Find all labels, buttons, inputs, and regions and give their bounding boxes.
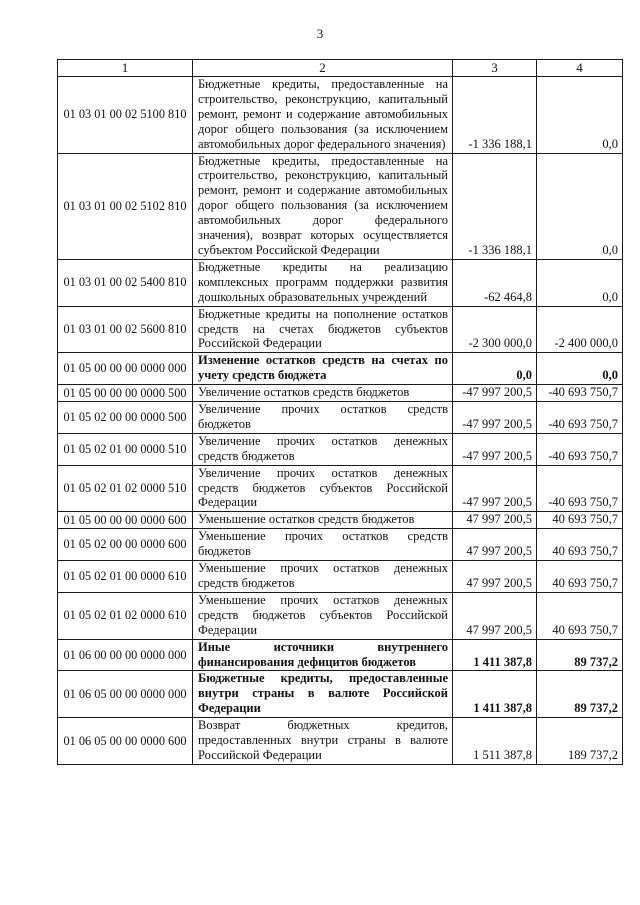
source-name-cell: Бюджетные кредиты на пополнение остатков…: [192, 305, 453, 354]
table-row: 01 06 00 00 00 0000 000 Иные источники в…: [57, 638, 623, 672]
budget-code-cell: 01 05 00 00 00 0000 000: [57, 352, 193, 386]
value-col4-cell: -40 693 750,7: [536, 464, 623, 513]
column-header-code: 1: [57, 59, 193, 77]
budget-code-cell: 01 05 00 00 00 0000 600: [57, 511, 193, 530]
budget-code-cell: 01 05 02 01 00 0000 510: [57, 432, 193, 466]
table-body: 01 03 01 00 02 5100 810 Бюджетные кредит…: [57, 76, 623, 765]
value-col4-cell: 40 693 750,7: [536, 560, 623, 593]
budget-code-cell: 01 03 01 00 02 5102 810: [57, 152, 193, 260]
budget-code-cell: 01 05 02 00 00 0000 600: [57, 528, 193, 562]
table-row: 01 05 02 00 00 0000 500 Увеличение прочи…: [57, 401, 623, 434]
source-name-cell: Изменение остатков средств на счетах по …: [192, 352, 453, 386]
source-name-cell: Бюджетные кредиты, предоставленные на ст…: [192, 152, 453, 260]
table-row: 01 05 02 00 00 0000 600 Уменьшение прочи…: [57, 528, 623, 562]
table-row: 01 03 01 00 02 5100 810 Бюджетные кредит…: [57, 76, 623, 154]
value-col4-cell: 89 737,2: [536, 638, 623, 672]
value-col3-cell: -47 997 200,5: [452, 384, 537, 403]
budget-code-cell: 01 03 01 00 02 5600 810: [57, 305, 193, 354]
budget-code-cell: 01 06 00 00 00 0000 000: [57, 638, 193, 672]
table-row: 01 03 01 00 02 5102 810 Бюджетные кредит…: [57, 152, 623, 260]
value-col4-cell: -40 693 750,7: [536, 432, 623, 466]
value-col3-cell: 1 411 387,8: [452, 638, 537, 672]
source-name-cell: Увеличение прочих остатков денежных сред…: [192, 464, 453, 513]
table-row: 01 05 02 01 02 0000 610 Уменьшение прочи…: [57, 591, 623, 640]
table-row: 01 03 01 00 02 5400 810 Бюджетные кредит…: [57, 258, 623, 307]
value-col4-cell: 89 737,2: [536, 670, 623, 719]
value-col3-cell: -2 300 000,0: [452, 305, 537, 354]
source-name-cell: Увеличение остатков средств бюджетов: [192, 384, 453, 403]
table-row: 01 05 00 00 00 0000 600 Уменьшение остат…: [57, 511, 623, 530]
value-col4-cell: 0,0: [536, 152, 623, 260]
budget-sources-table: 1 2 3 4 01 03 01 00 02 5100 810 Бюджетны…: [57, 59, 623, 765]
budget-code-cell: 01 05 00 00 00 0000 500: [57, 384, 193, 403]
value-col3-cell: 1 511 387,8: [452, 717, 537, 765]
value-col3-cell: -47 997 200,5: [452, 432, 537, 466]
budget-code-cell: 01 05 02 01 02 0000 510: [57, 464, 193, 513]
column-header-value4: 4: [536, 59, 623, 77]
value-col4-cell: -40 693 750,7: [536, 401, 623, 434]
budget-code-cell: 01 03 01 00 02 5100 810: [57, 76, 193, 154]
value-col4-cell: 40 693 750,7: [536, 528, 623, 562]
column-header-value3: 3: [452, 59, 537, 77]
value-col3-cell: -1 336 188,1: [452, 76, 537, 154]
value-col4-cell: 0,0: [536, 76, 623, 154]
table-row: 01 06 05 00 00 0000 600 Возврат бюджетны…: [57, 717, 623, 765]
value-col4-cell: 0,0: [536, 352, 623, 386]
value-col3-cell: 1 411 387,8: [452, 670, 537, 719]
value-col3-cell: 47 997 200,5: [452, 591, 537, 640]
source-name-cell: Бюджетные кредиты, предоставленные внутр…: [192, 670, 453, 719]
source-name-cell: Увеличение прочих остатков средств бюдже…: [192, 401, 453, 434]
value-col4-cell: 40 693 750,7: [536, 591, 623, 640]
table-row: 01 05 02 01 02 0000 510 Увеличение прочи…: [57, 464, 623, 513]
budget-code-cell: 01 05 02 01 00 0000 610: [57, 560, 193, 593]
budget-code-cell: 01 03 01 00 02 5400 810: [57, 258, 193, 307]
source-name-cell: Бюджетные кредиты, предоставленные на ст…: [192, 76, 453, 154]
table-row: 01 05 02 01 00 0000 610 Уменьшение прочи…: [57, 560, 623, 593]
table-header-row: 1 2 3 4: [57, 59, 623, 77]
source-name-cell: Уменьшение прочих остатков средств бюдже…: [192, 528, 453, 562]
value-col4-cell: 40 693 750,7: [536, 511, 623, 530]
value-col3-cell: -47 997 200,5: [452, 401, 537, 434]
budget-code-cell: 01 06 05 00 00 0000 600: [57, 717, 193, 765]
value-col3-cell: -1 336 188,1: [452, 152, 537, 260]
value-col4-cell: 0,0: [536, 258, 623, 307]
source-name-cell: Иные источники внутреннего финансировани…: [192, 638, 453, 672]
value-col3-cell: 0,0: [452, 352, 537, 386]
source-name-cell: Возврат бюджетных кредитов, предоставлен…: [192, 717, 453, 765]
budget-code-cell: 01 06 05 00 00 0000 000: [57, 670, 193, 719]
table-row: 01 05 00 00 00 0000 000 Изменение остатк…: [57, 352, 623, 386]
value-col3-cell: 47 997 200,5: [452, 511, 537, 530]
budget-code-cell: 01 05 02 00 00 0000 500: [57, 401, 193, 434]
table-row: 01 06 05 00 00 0000 000 Бюджетные кредит…: [57, 670, 623, 719]
value-col3-cell: 47 997 200,5: [452, 528, 537, 562]
table-row: 01 03 01 00 02 5600 810 Бюджетные кредит…: [57, 305, 623, 354]
value-col3-cell: 47 997 200,5: [452, 560, 537, 593]
table-row: 01 05 00 00 00 0000 500 Увеличение остат…: [57, 384, 623, 403]
column-header-name: 2: [192, 59, 453, 77]
value-col4-cell: -2 400 000,0: [536, 305, 623, 354]
value-col3-cell: -62 464,8: [452, 258, 537, 307]
page-number: 3: [316, 26, 324, 41]
value-col4-cell: -40 693 750,7: [536, 384, 623, 403]
value-col3-cell: -47 997 200,5: [452, 464, 537, 513]
source-name-cell: Уменьшение прочих остатков денежных сред…: [192, 591, 453, 640]
table-row: 01 05 02 01 00 0000 510 Увеличение прочи…: [57, 432, 623, 466]
source-name-cell: Уменьшение прочих остатков денежных сред…: [192, 560, 453, 593]
source-name-cell: Бюджетные кредиты на реализацию комплекс…: [192, 258, 453, 307]
budget-code-cell: 01 05 02 01 02 0000 610: [57, 591, 193, 640]
source-name-cell: Увеличение прочих остатков денежных сред…: [192, 432, 453, 466]
source-name-cell: Уменьшение остатков средств бюджетов: [192, 511, 453, 530]
value-col4-cell: 189 737,2: [536, 717, 623, 765]
